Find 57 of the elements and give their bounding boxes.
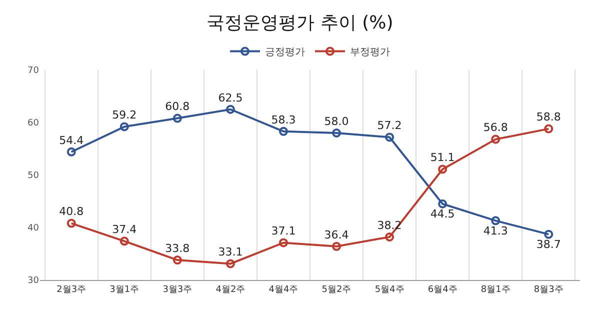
x-tick-label: 2월3주	[56, 284, 86, 295]
point	[226, 104, 235, 114]
data-label: 56.8	[483, 121, 508, 134]
data-label: 33.8	[165, 242, 190, 255]
data-label: 41.3	[483, 224, 508, 238]
x-tick-label: 6월4주	[428, 284, 458, 295]
y-tick-label: 50	[28, 171, 40, 182]
x-tick-label: 4월4주	[268, 284, 298, 295]
point	[544, 230, 554, 239]
data-label: 58.3	[271, 113, 296, 126]
data-label: 58.0	[324, 114, 349, 128]
data-label: 33.1	[218, 246, 243, 259]
point	[544, 124, 554, 134]
x-tick-label: 3월1주	[110, 284, 140, 295]
x-tick-label: 8월1주	[480, 284, 510, 295]
data-label: 57.2	[377, 119, 402, 132]
y-tick-label: 60	[28, 118, 40, 129]
chart-title: 국정운영평가 추이 (%)	[206, 12, 394, 34]
point	[226, 259, 235, 268]
x-tick-label: 8월3주	[534, 284, 564, 295]
point	[172, 114, 182, 123]
data-label: 37.1	[271, 224, 296, 238]
point	[385, 232, 394, 242]
point	[332, 242, 342, 251]
data-label: 40.8	[59, 205, 84, 218]
data-label: 60.8	[165, 100, 190, 114]
legend-label: 부정평가	[350, 47, 390, 58]
data-label: 59.2	[112, 108, 137, 122]
point	[120, 236, 129, 246]
x-tick-label: 5월2주	[322, 284, 352, 295]
x-tick-label: 3월3주	[162, 284, 192, 295]
point	[438, 199, 448, 208]
point	[172, 256, 182, 265]
point	[491, 134, 500, 144]
point	[491, 216, 500, 226]
data-label: 54.4	[59, 134, 84, 147]
data-label: 37.4	[112, 223, 137, 236]
point	[66, 218, 76, 228]
data-label: 62.5	[218, 91, 243, 104]
point	[438, 164, 448, 174]
data-label: 58.8	[536, 110, 561, 124]
point	[278, 126, 288, 136]
x-tick-label: 5월4주	[374, 284, 404, 295]
point	[66, 147, 76, 156]
data-label: 44.5	[430, 208, 455, 221]
data-label: 51.1	[430, 151, 455, 164]
data-label: 38.7	[536, 238, 561, 251]
data-label: 36.4	[324, 228, 349, 242]
point	[385, 132, 394, 142]
x-tick-label: 4월2주	[216, 284, 246, 295]
point	[120, 122, 129, 132]
point	[278, 238, 288, 248]
y-tick-label: 30	[28, 276, 40, 286]
y-tick-label: 70	[28, 66, 40, 76]
point	[332, 128, 342, 138]
y-tick-label: 40	[28, 224, 40, 234]
legend-label: 긍정평가	[265, 47, 305, 58]
